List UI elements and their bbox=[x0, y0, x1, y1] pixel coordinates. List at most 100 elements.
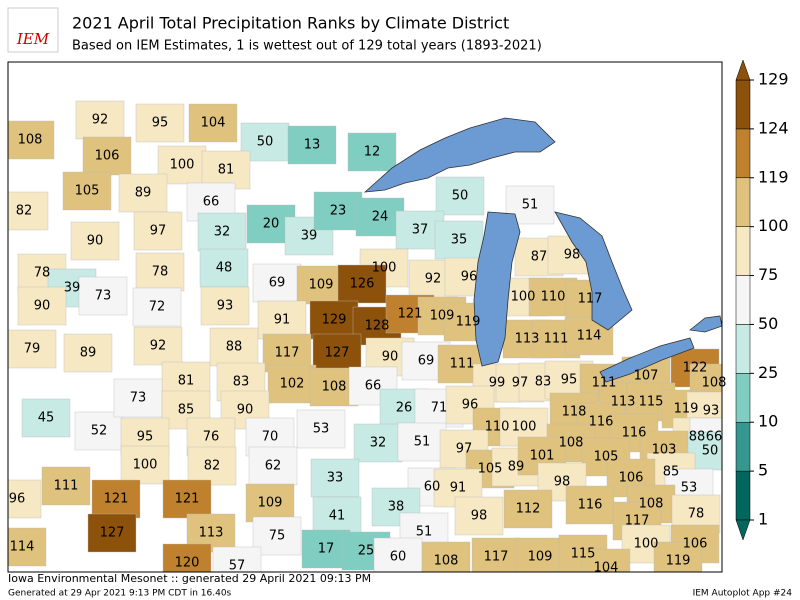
district bbox=[248, 446, 298, 486]
colorbar-bin bbox=[735, 324, 751, 374]
district-rank: 122 bbox=[683, 361, 708, 376]
district-rank: 109 bbox=[258, 496, 283, 511]
district-rank: 117 bbox=[578, 292, 603, 307]
district-rank: 104 bbox=[594, 561, 619, 576]
district bbox=[7, 120, 55, 160]
district-rank: 109 bbox=[528, 550, 553, 565]
district-rank: 120 bbox=[175, 556, 200, 571]
colorbar-arrow-bottom bbox=[735, 519, 751, 541]
district bbox=[135, 103, 185, 143]
colorbar-bin bbox=[735, 128, 751, 179]
district-rank: 52 bbox=[91, 424, 108, 439]
district-rank: 106 bbox=[619, 471, 644, 486]
district-rank: 62 bbox=[265, 459, 282, 474]
lakes bbox=[363, 117, 723, 383]
district-rank: 108 bbox=[559, 436, 584, 451]
district-rank: 50 bbox=[702, 444, 719, 459]
colorbar-tick-label: 1 bbox=[758, 510, 768, 529]
district-rank: 113 bbox=[515, 332, 540, 347]
district bbox=[197, 212, 247, 252]
subtitle: Based on IEM Estimates, 1 is wettest out… bbox=[72, 39, 542, 54]
logo: IEM bbox=[16, 30, 50, 48]
district-rank: 35 bbox=[451, 233, 468, 248]
district bbox=[120, 445, 170, 485]
district-rank: 114 bbox=[10, 540, 35, 555]
district-rank: 91 bbox=[450, 481, 467, 496]
district-rank: 69 bbox=[269, 276, 286, 291]
district-rank: 72 bbox=[149, 300, 166, 315]
district-rank: 109 bbox=[430, 309, 455, 324]
district-rank: 127 bbox=[325, 346, 350, 361]
district-rank: 23 bbox=[330, 204, 347, 219]
district-rank: 97 bbox=[150, 224, 167, 239]
district-rank: 92 bbox=[92, 113, 109, 128]
district bbox=[397, 422, 447, 462]
district-rank: 108 bbox=[702, 376, 727, 391]
map-frame bbox=[7, 61, 723, 573]
district-rank: 97 bbox=[456, 442, 473, 457]
district-rank: 117 bbox=[484, 550, 509, 565]
district bbox=[312, 496, 362, 536]
district-rank: 116 bbox=[578, 498, 603, 513]
district-rank: 100 bbox=[133, 458, 158, 473]
district-rank: 103 bbox=[652, 443, 677, 458]
district bbox=[132, 287, 182, 327]
district bbox=[91, 479, 141, 519]
district-rank: 70 bbox=[262, 430, 279, 445]
district-rank: 96 bbox=[462, 398, 479, 413]
district-rank: 101 bbox=[530, 449, 555, 464]
district-rank: 98 bbox=[564, 248, 581, 263]
district bbox=[78, 276, 128, 316]
district-rank: 113 bbox=[611, 395, 636, 410]
district-rank: 91 bbox=[274, 313, 291, 328]
district-rank: 75 bbox=[269, 529, 286, 544]
district-rank: 93 bbox=[217, 299, 234, 314]
district-rank: 119 bbox=[666, 554, 691, 569]
district bbox=[353, 423, 403, 463]
district-rank: 53 bbox=[313, 422, 330, 437]
district-rank: 109 bbox=[309, 278, 334, 293]
district-rank: 78 bbox=[34, 266, 51, 281]
colorbar-arrow-top bbox=[735, 59, 751, 81]
district-rank: 32 bbox=[370, 436, 387, 451]
district-rank: 118 bbox=[562, 405, 587, 420]
district-rank: 57 bbox=[229, 559, 246, 574]
district-rank: 66 bbox=[203, 195, 220, 210]
lake-superior bbox=[363, 117, 556, 193]
district-rank: 39 bbox=[64, 281, 81, 296]
district bbox=[209, 327, 259, 367]
district-rank: 111 bbox=[54, 479, 79, 494]
district bbox=[267, 364, 317, 404]
district-rank: 82 bbox=[16, 204, 33, 219]
district bbox=[296, 409, 346, 449]
district-rank: 60 bbox=[390, 550, 407, 565]
district-rank: 100 bbox=[170, 158, 195, 173]
colorbar-tick-label: 119 bbox=[758, 167, 789, 186]
district bbox=[162, 479, 212, 519]
district-rank: 99 bbox=[489, 376, 506, 391]
logo-box bbox=[7, 7, 59, 53]
colorbar-bin bbox=[735, 79, 751, 130]
district bbox=[200, 286, 250, 326]
district-rank: 81 bbox=[218, 163, 235, 178]
district-rank: 119 bbox=[674, 402, 699, 417]
district-rank: 76 bbox=[203, 430, 220, 445]
district bbox=[21, 398, 71, 438]
district-rank: 85 bbox=[178, 403, 195, 418]
colorbar-tick-label: 10 bbox=[758, 412, 778, 431]
district-rank: 121 bbox=[398, 307, 423, 322]
district bbox=[63, 333, 113, 373]
district bbox=[296, 265, 346, 305]
district bbox=[135, 252, 185, 292]
district-rank: 53 bbox=[681, 481, 698, 496]
colorbar-tick-label: 50 bbox=[758, 314, 778, 333]
district bbox=[7, 527, 47, 567]
district-rank: 98 bbox=[471, 509, 488, 524]
district bbox=[17, 286, 67, 326]
district-rank: 111 bbox=[450, 357, 475, 372]
district bbox=[133, 211, 183, 251]
lake-erie bbox=[599, 337, 695, 383]
district-rank: 110 bbox=[541, 290, 566, 305]
district-rank: 111 bbox=[592, 376, 617, 391]
district bbox=[162, 543, 212, 573]
